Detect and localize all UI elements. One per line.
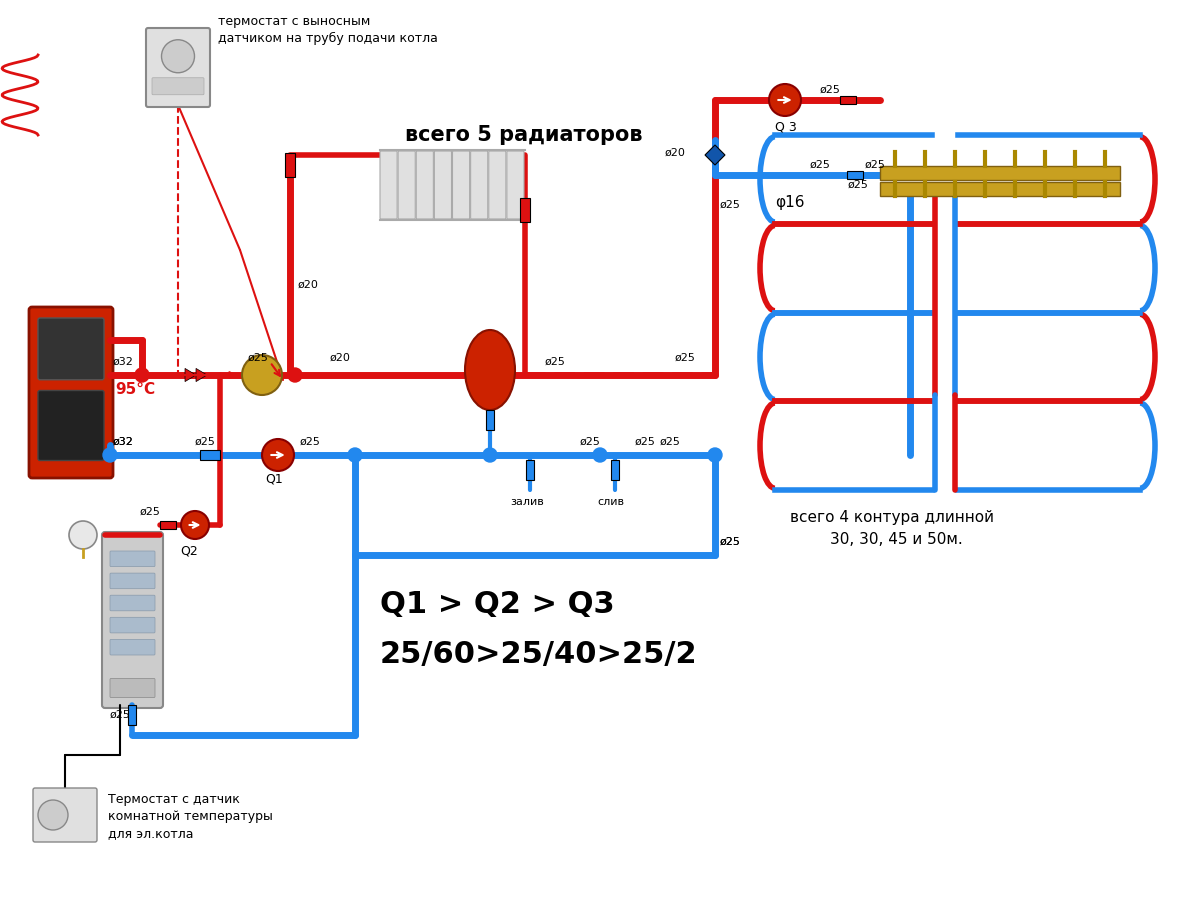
Text: Q 3: Q 3 [775,120,797,133]
Circle shape [181,511,209,539]
Circle shape [769,84,801,116]
Circle shape [103,448,118,462]
FancyBboxPatch shape [452,151,470,219]
Bar [159,521,176,529]
FancyBboxPatch shape [398,151,415,219]
Ellipse shape [465,330,516,410]
Text: ø20: ø20 [665,148,686,158]
Bar [526,460,534,480]
FancyBboxPatch shape [38,318,104,380]
Circle shape [70,521,97,549]
Text: ø25: ø25 [721,537,741,547]
Bar [611,460,619,480]
Circle shape [242,355,282,395]
Circle shape [288,368,302,382]
FancyBboxPatch shape [489,151,506,219]
Text: ø25: ø25 [721,200,741,210]
FancyBboxPatch shape [38,391,104,461]
Text: залив: залив [510,497,544,507]
FancyBboxPatch shape [110,639,155,655]
Text: ø25: ø25 [811,160,831,170]
Polygon shape [705,145,725,165]
FancyBboxPatch shape [146,28,210,107]
FancyBboxPatch shape [434,151,452,219]
Text: ø25: ø25 [659,437,681,447]
FancyBboxPatch shape [110,551,155,567]
Text: ø25: ø25 [864,160,886,170]
Circle shape [348,448,362,462]
Circle shape [594,448,607,462]
Text: ø25: ø25 [140,507,161,517]
FancyBboxPatch shape [29,307,113,478]
Text: всего 5 радиаторов: всего 5 радиаторов [405,125,643,145]
FancyBboxPatch shape [110,573,155,589]
Bar [486,410,494,430]
Text: слив: слив [597,497,623,507]
FancyBboxPatch shape [880,182,1120,196]
Text: ø25: ø25 [820,85,840,95]
FancyBboxPatch shape [880,166,1120,180]
Text: Q1: Q1 [265,473,283,486]
Text: ø25: ø25 [848,180,869,190]
Text: ø25: ø25 [721,537,741,547]
Text: 25/60>25/40>25/2: 25/60>25/40>25/2 [380,640,698,669]
Text: Термостат с датчик: Термостат с датчик [108,793,240,806]
Bar [285,153,295,177]
FancyBboxPatch shape [152,77,204,94]
Text: ø25: ø25 [675,353,695,363]
Text: ø25: ø25 [110,710,131,720]
Bar [520,198,530,222]
Text: Q1 > Q2 > Q3: Q1 > Q2 > Q3 [380,590,615,619]
Bar [846,171,863,179]
Text: всего 4 контура длинной: всего 4 контура длинной [790,510,994,525]
Text: ø25: ø25 [580,437,601,447]
Text: комнатной температуры: комнатной температуры [108,810,273,823]
FancyBboxPatch shape [102,532,163,708]
Circle shape [38,800,68,830]
Text: ø20: ø20 [299,280,319,290]
Text: ø20: ø20 [330,353,351,363]
Text: ø25: ø25 [635,437,656,447]
Text: ø25: ø25 [195,437,216,447]
Text: ø25: ø25 [248,353,269,363]
Bar [200,450,219,460]
FancyBboxPatch shape [110,617,155,633]
FancyBboxPatch shape [110,595,155,611]
Text: 95°C: 95°C [115,382,155,398]
Text: для эл.котла: для эл.котла [108,827,193,840]
Text: ø25: ø25 [546,357,566,367]
Circle shape [263,439,294,471]
FancyBboxPatch shape [471,151,488,219]
Polygon shape [185,368,195,382]
Polygon shape [195,368,207,382]
Text: датчиком на трубу подачи котла: датчиком на трубу подачи котла [218,32,438,45]
FancyBboxPatch shape [110,679,155,698]
Text: 30, 30, 45 и 50м.: 30, 30, 45 и 50м. [830,532,963,547]
FancyBboxPatch shape [34,788,97,842]
Text: ø32: ø32 [113,357,134,367]
Text: термостат с выносным: термостат с выносным [218,15,370,28]
Bar [128,705,137,725]
Text: Q2: Q2 [180,545,198,558]
FancyBboxPatch shape [380,151,397,219]
FancyBboxPatch shape [507,151,524,219]
Text: ø25: ø25 [300,437,321,447]
Circle shape [162,40,194,73]
Text: ø32: ø32 [113,437,134,447]
FancyBboxPatch shape [416,151,433,219]
Circle shape [135,368,149,382]
Bar [840,96,856,104]
Text: ø32: ø32 [113,437,134,447]
Circle shape [483,448,498,462]
Text: φ16: φ16 [775,195,805,210]
Circle shape [707,448,722,462]
